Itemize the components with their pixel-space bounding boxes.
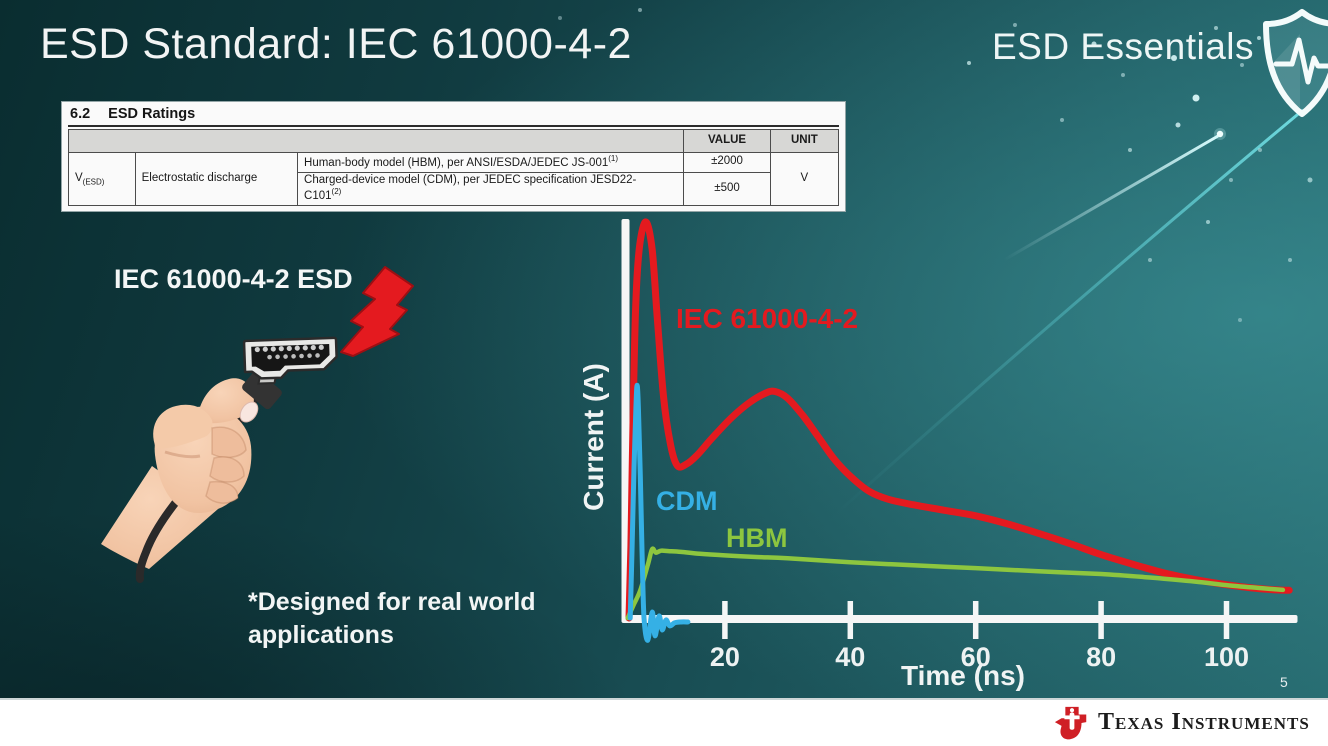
footnote-line1: *Designed for real world — [248, 588, 536, 616]
x-axis-tick-label: 100 — [1204, 642, 1249, 672]
symbol-cell: V(ESD) — [68, 151, 136, 207]
x-axis-tick-label: 20 — [710, 642, 740, 672]
shield-pulse-icon — [1263, 9, 1328, 117]
thumb — [153, 404, 213, 449]
curled-fingers — [205, 426, 247, 504]
chart-x-axis-label: Time (ns) — [901, 660, 1025, 691]
unit-cell: V — [769, 151, 840, 207]
table-row: V(ESD) Electrostatic discharge Human-bod… — [68, 151, 840, 207]
chart-y-axis-label: Current (A) — [578, 363, 609, 511]
ti-bug-icon — [1054, 706, 1087, 740]
series-curve-cdm — [627, 382, 691, 643]
hand-illustration — [101, 370, 282, 583]
header-unit: UNIT — [769, 129, 840, 153]
table-header-row: VALUE UNIT — [67, 129, 840, 153]
ratings-table: VALUE UNIT V(ESD) Electrostatic discharg… — [67, 129, 840, 207]
hbm-value-cell: ±2000 — [683, 152, 771, 173]
index-finger — [197, 378, 254, 424]
hdmi-plug-body — [242, 370, 282, 410]
footnote: *Designed for real world applications — [248, 586, 536, 651]
x-axis-tick — [847, 601, 854, 639]
cdm-value-cell: ±500 — [683, 171, 771, 207]
header-value: VALUE — [683, 129, 771, 153]
ratings-section-title: ESD Ratings — [108, 106, 196, 122]
series-label-cdm: CDM — [656, 486, 718, 516]
fingernail — [239, 401, 259, 423]
hbm-description-cell: Human-body model (HBM), per ANSI/ESDA/JE… — [297, 152, 685, 173]
illustration-label: IEC 61000-4-2 ESD — [114, 264, 353, 294]
palm-shading — [164, 450, 201, 459]
footnote-line2: applications — [248, 620, 394, 649]
hdmi-connector-icon — [242, 336, 338, 385]
lightning-bolt-icon — [340, 266, 414, 357]
y-axis — [621, 219, 630, 622]
brand-title: ESD Essentials — [992, 26, 1254, 67]
x-axis-tick — [1098, 601, 1104, 639]
x-axis-tick — [972, 601, 979, 639]
hdmi-pins-row2 — [267, 353, 320, 360]
series-label-iec: IEC 61000-4-2 — [676, 303, 859, 334]
page-number: 5 — [1280, 674, 1288, 690]
ratings-caption: 6.2 ESD Ratings — [68, 105, 839, 127]
table-row: Charged-device model (CDM), per JEDEC sp… — [69, 171, 839, 207]
series-curve-hbm — [625, 546, 1286, 621]
footer-company-name: Texas Instruments — [1098, 709, 1310, 735]
cdm-description-cell: Charged-device model (CDM), per JEDEC sp… — [297, 171, 685, 207]
light-arc-decor — [834, 108, 1304, 516]
x-axis-tick — [722, 601, 728, 639]
series-curve-iec-61000-4-2 — [625, 218, 1293, 622]
x-axis-tick-label: 40 — [835, 642, 865, 672]
x-axis-tick — [1223, 601, 1230, 639]
header-spacer-cell — [67, 129, 685, 153]
x-axis — [621, 615, 1298, 623]
footer-bar: Texas Instruments — [0, 698, 1328, 746]
star-dots-decor — [558, 8, 1313, 322]
ratings-table-panel: 6.2 ESD Ratings VALUE UNIT V(ESD) Electr… — [62, 102, 845, 212]
parameter-cell: Electrostatic discharge — [134, 151, 299, 207]
series-label-hbm: HBM — [726, 523, 788, 553]
hdmi-pins — [254, 344, 324, 353]
x-axis-tick-label: 80 — [1086, 642, 1116, 672]
x-axis-tick-label: 60 — [961, 642, 991, 672]
ratings-section-number: 6.2 — [70, 106, 91, 122]
page-title: ESD Standard: IEC 61000-4-2 — [40, 20, 632, 68]
